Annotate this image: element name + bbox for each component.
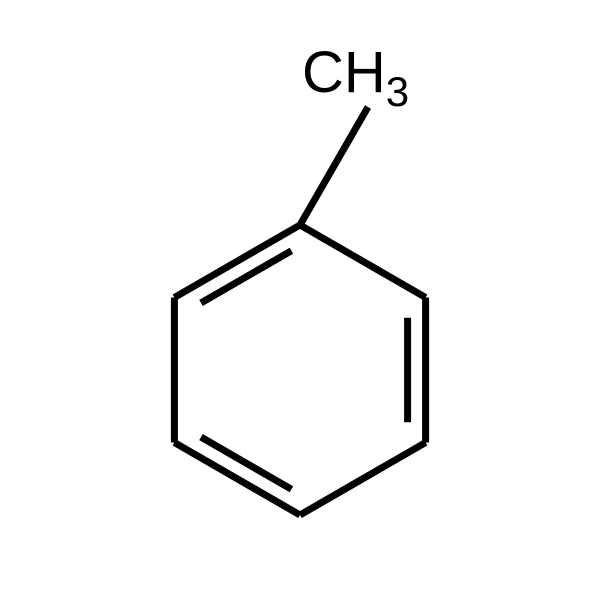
methyl-label-sub: 3 [386,68,409,115]
methyl-label-ch: CH [302,40,386,105]
ring-bond-2 [300,443,426,516]
methyl-label: CH3 [302,40,409,115]
ring-bond-0 [300,225,426,298]
ring-bond-5 [174,225,300,298]
ring-bond-3 [174,443,300,516]
methyl-bond [300,107,368,225]
